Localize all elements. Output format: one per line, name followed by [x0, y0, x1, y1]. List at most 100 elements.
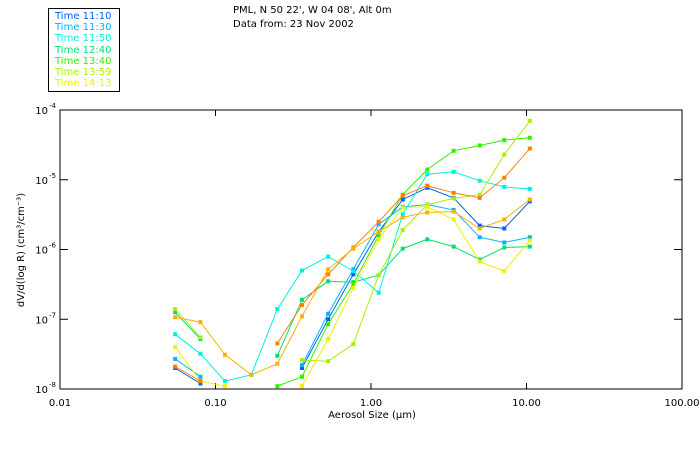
x-tick-label: 0.10 — [204, 398, 226, 409]
series-unlabeled-8 — [173, 197, 532, 377]
data-point — [300, 384, 305, 389]
y-tick-label: 10 — [35, 106, 48, 117]
data-point — [502, 226, 507, 231]
y-tick-exponent: -7 — [49, 311, 56, 319]
data-point — [300, 366, 305, 371]
series-time-13-59 — [173, 118, 532, 364]
data-point — [173, 307, 178, 312]
data-point — [326, 267, 331, 272]
data-point — [173, 310, 178, 315]
y-tick-exponent: -5 — [49, 172, 56, 180]
data-point — [400, 212, 405, 217]
legend-item: Time 12:40 — [55, 44, 112, 56]
data-point — [326, 322, 331, 327]
data-point — [275, 307, 280, 312]
data-point — [400, 215, 405, 220]
data-point — [451, 209, 456, 214]
data-point — [300, 268, 305, 273]
x-tick-label: 0.01 — [49, 398, 71, 409]
y-tick-base: 10 — [35, 246, 48, 257]
data-point — [376, 229, 381, 234]
data-point — [477, 257, 482, 262]
x-tick-label: 10.00 — [512, 398, 541, 409]
data-point — [527, 118, 532, 123]
data-point — [300, 374, 305, 379]
data-point — [425, 183, 430, 188]
data-point — [502, 269, 507, 274]
data-point — [477, 178, 482, 183]
data-point — [477, 223, 482, 228]
series-line — [301, 204, 530, 366]
data-point — [275, 384, 280, 389]
data-point — [326, 359, 331, 364]
legend: Time 11:10 Time 11:30 Time 11:50 Time 12:40… — [48, 8, 120, 92]
data-point — [376, 233, 381, 238]
y-tick-label: 10 — [35, 315, 48, 326]
data-point — [351, 272, 356, 277]
y-tick-exponent: -6 — [49, 242, 57, 250]
data-point — [527, 186, 532, 191]
data-point — [477, 192, 482, 197]
series-time-12-40 — [173, 237, 532, 358]
data-point — [502, 184, 507, 189]
data-point — [376, 222, 381, 227]
data-point — [351, 246, 356, 251]
y-tick-label: 10 — [35, 176, 48, 187]
y-tick-label: 10 — [35, 385, 48, 396]
data-point — [477, 235, 482, 240]
data-point — [198, 335, 203, 340]
data-point — [451, 169, 456, 174]
legend-item: Time 13:59 — [55, 67, 112, 79]
data-point — [425, 204, 430, 209]
data-point — [425, 172, 430, 177]
data-point — [477, 226, 482, 231]
data-point — [300, 297, 305, 302]
data-point — [425, 167, 430, 172]
y-tick-base: 10 — [35, 385, 48, 396]
y-tick-base: 10 — [35, 176, 48, 187]
legend-item: Time 13:40 — [55, 55, 112, 67]
series-line — [301, 120, 531, 362]
data-point — [527, 238, 532, 243]
series-line — [174, 311, 201, 340]
data-point — [400, 205, 405, 210]
series-time-14-13 — [173, 204, 532, 389]
legend-item: Time 11:10 — [55, 11, 112, 22]
data-point — [300, 358, 305, 363]
data-point — [527, 244, 532, 249]
legend-item: Time 14:13 — [55, 78, 112, 90]
data-point — [275, 353, 280, 358]
data-point — [425, 237, 430, 242]
series-line — [301, 206, 531, 387]
data-point — [173, 356, 178, 361]
y-tick-label: 10 — [35, 246, 48, 257]
series-line — [174, 366, 201, 382]
data-point — [502, 152, 507, 157]
data-point — [451, 190, 456, 195]
data-point — [300, 363, 305, 368]
data-point — [300, 303, 305, 308]
series-line — [174, 358, 201, 378]
data-point — [451, 217, 456, 222]
y-tick-base: 10 — [35, 106, 48, 117]
data-point — [451, 148, 456, 153]
data-point — [400, 228, 405, 233]
x-tick-label: 1.00 — [360, 398, 382, 409]
data-point — [376, 290, 381, 295]
data-point — [527, 197, 532, 202]
data-point — [376, 237, 381, 242]
data-point — [527, 135, 532, 140]
y-tick-exponent: -8 — [49, 381, 56, 389]
data-point — [502, 240, 507, 245]
data-point — [173, 364, 178, 369]
data-point — [326, 337, 331, 342]
data-point — [527, 146, 532, 151]
y-tick-exponent: -4 — [49, 102, 57, 110]
data-point — [198, 320, 203, 325]
series-line — [276, 148, 531, 344]
data-point — [222, 352, 227, 357]
data-point — [376, 219, 381, 224]
data-point — [275, 361, 280, 366]
data-point — [376, 273, 381, 278]
